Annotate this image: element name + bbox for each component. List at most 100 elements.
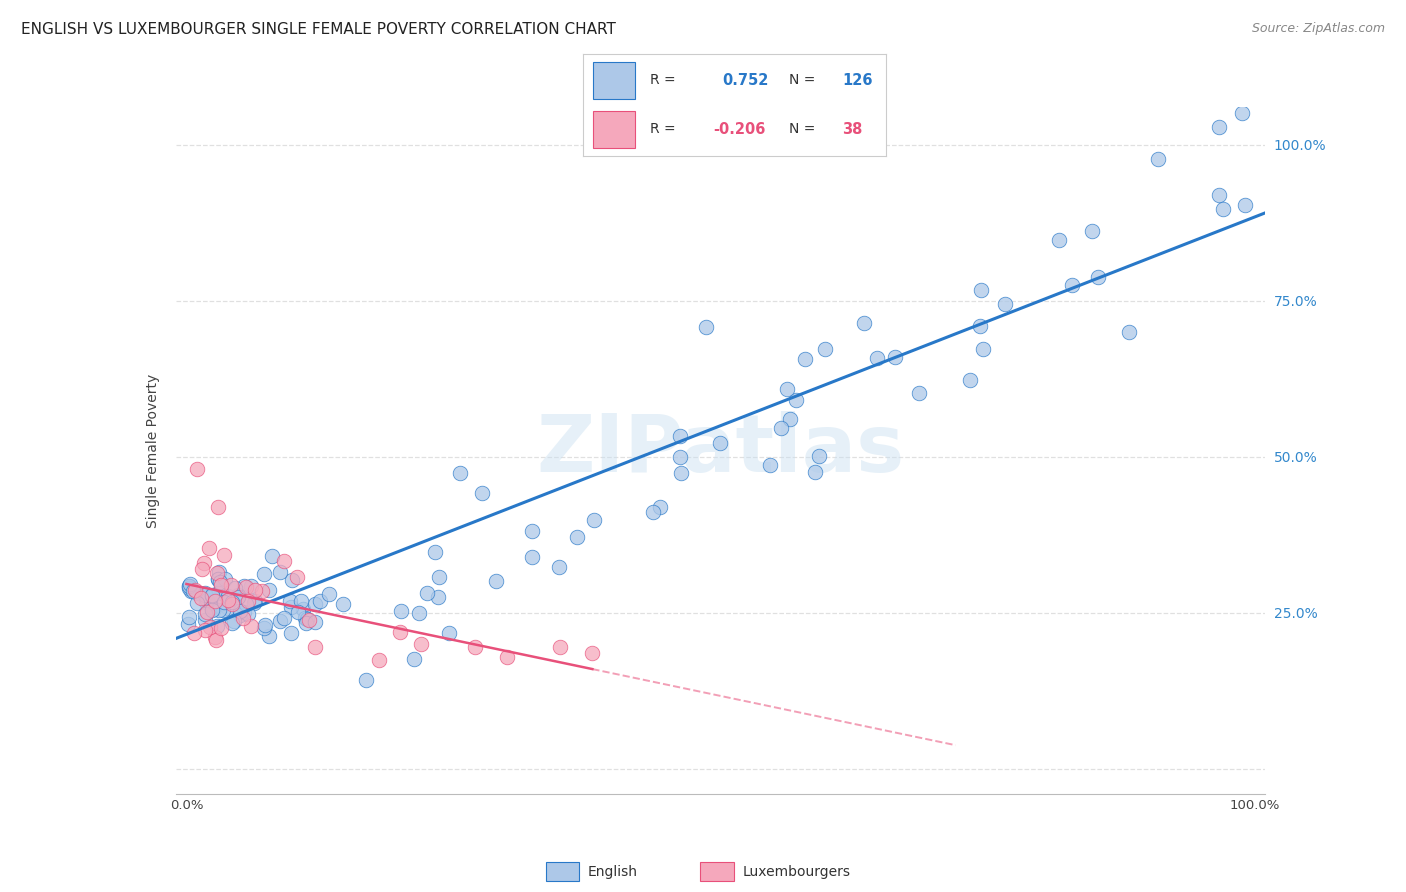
Point (865, 351, 887, 365)
Text: R =: R = (650, 73, 676, 87)
Point (426, 590, 449, 604)
Point (779, 412, 801, 426)
Point (179, 577, 201, 591)
Point (581, 646, 603, 660)
Point (208, 603, 231, 617)
Point (236, 607, 259, 622)
Point (402, 652, 425, 666)
Point (253, 621, 276, 635)
Point (198, 620, 221, 634)
Point (280, 599, 302, 614)
Point (1060, 277, 1083, 292)
Point (221, 597, 243, 611)
Point (257, 583, 280, 598)
Point (221, 595, 243, 609)
Point (209, 575, 232, 590)
Point (194, 607, 217, 621)
Point (214, 572, 236, 586)
Point (177, 616, 200, 631)
Point (235, 598, 257, 612)
Point (280, 626, 302, 640)
Point (793, 352, 815, 367)
Point (177, 579, 200, 593)
Point (308, 594, 330, 608)
Point (318, 587, 340, 601)
Point (1118, 326, 1140, 340)
Point (304, 640, 326, 655)
Point (260, 549, 283, 563)
Point (177, 579, 200, 593)
Point (209, 578, 232, 592)
Point (207, 585, 229, 599)
Point (205, 619, 228, 633)
Point (290, 594, 312, 608)
Point (1234, 197, 1257, 211)
Point (194, 585, 217, 599)
Point (226, 590, 249, 604)
Point (1230, 106, 1253, 120)
Point (548, 560, 571, 574)
Text: 38: 38 (842, 122, 862, 137)
Point (1212, 202, 1234, 217)
Point (972, 343, 994, 357)
Point (201, 599, 224, 614)
Bar (592, 111, 636, 148)
Point (298, 613, 321, 627)
Point (695, 320, 717, 334)
Point (648, 500, 671, 515)
Point (212, 548, 235, 562)
Point (239, 579, 262, 593)
Point (208, 565, 231, 579)
Point (643, 505, 665, 519)
Point (291, 602, 314, 616)
Point (207, 572, 229, 586)
Point (250, 583, 273, 598)
Point (243, 593, 266, 607)
Point (180, 583, 202, 598)
Point (193, 556, 215, 570)
Point (202, 602, 225, 616)
Point (959, 374, 981, 388)
Point (205, 632, 228, 647)
Point (194, 624, 217, 638)
Point (759, 458, 782, 472)
Point (449, 467, 471, 481)
Point (242, 596, 264, 610)
Point (226, 589, 249, 603)
Text: Luxembourgers: Luxembourgers (742, 865, 851, 880)
Point (183, 584, 205, 599)
Point (332, 597, 354, 611)
Point (1087, 270, 1109, 285)
Point (201, 589, 224, 603)
Point (254, 618, 277, 632)
Text: R =: R = (650, 122, 676, 136)
Point (184, 582, 207, 597)
Point (520, 524, 543, 538)
Point (201, 588, 224, 602)
Point (195, 593, 218, 607)
Point (207, 572, 229, 586)
Point (186, 462, 208, 476)
Point (304, 597, 326, 611)
Point (908, 386, 931, 401)
Point (427, 570, 450, 584)
Point (408, 606, 430, 620)
Point (709, 436, 731, 450)
Point (550, 640, 572, 655)
Point (222, 615, 245, 629)
Point (194, 613, 217, 627)
Point (294, 610, 316, 624)
Point (209, 621, 232, 635)
Point (205, 566, 228, 580)
Text: ENGLISH VS LUXEMBOURGER SINGLE FEMALE POVERTY CORRELATION CHART: ENGLISH VS LUXEMBOURGER SINGLE FEMALE PO… (21, 22, 616, 37)
Point (217, 589, 239, 603)
Point (785, 392, 807, 407)
Point (197, 605, 219, 619)
Point (969, 318, 991, 333)
Point (217, 593, 239, 607)
Point (389, 624, 412, 639)
Point (209, 583, 232, 598)
Point (356, 673, 378, 687)
Point (198, 541, 221, 555)
Point (994, 297, 1017, 311)
